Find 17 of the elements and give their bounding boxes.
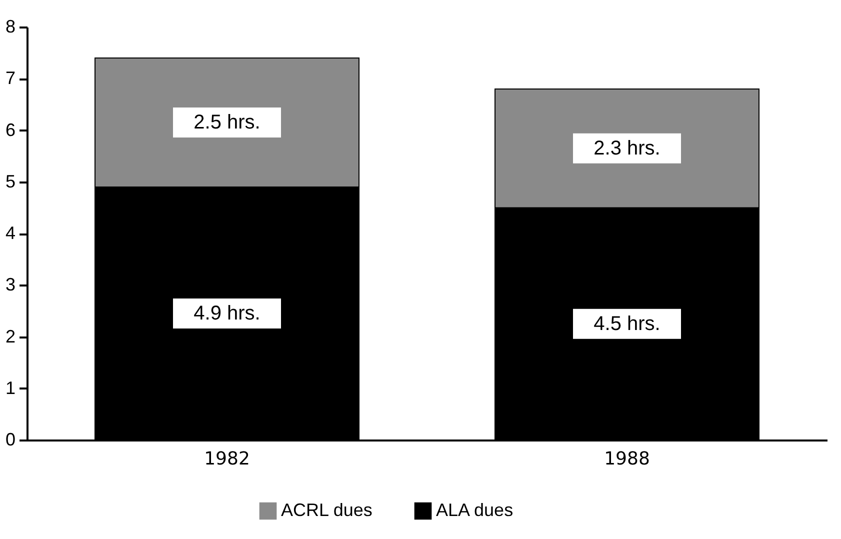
y-tick-label: 3 [5,274,16,295]
y-tick-label: 6 [5,120,16,140]
data-label: 2.3 hrs. [594,137,660,160]
legend-label: ALA dues [436,500,514,520]
y-tick-label: 0 [5,430,16,450]
x-tick-label: 1988 [604,448,650,470]
data-label: 4.9 hrs. [194,302,260,325]
x-tick-label: 1982 [204,448,250,470]
y-tick-label: 5 [5,171,16,192]
data-label: 4.5 hrs. [594,312,660,335]
y-tick-label: 8 [5,16,16,36]
legend-label: ACRL dues [281,500,372,520]
data-label: 2.5 hrs. [194,112,260,134]
y-tick-label: 4 [5,223,16,243]
y-tick-label: 2 [5,326,16,346]
y-tick-label: 7 [5,68,16,88]
y-tick-label: 1 [5,378,16,398]
